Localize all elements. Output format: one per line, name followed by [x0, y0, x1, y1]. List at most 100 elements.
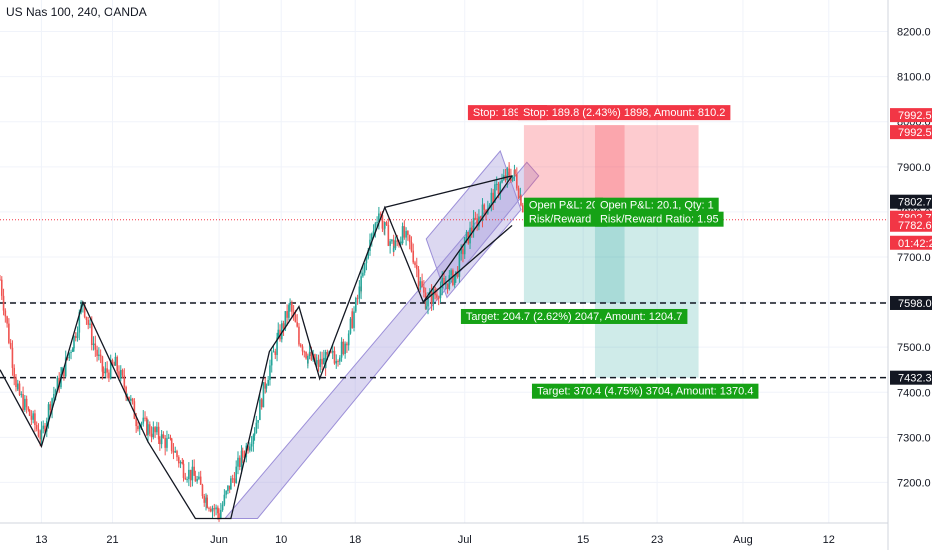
candle-body: [8, 323, 10, 343]
candle-body: [490, 192, 493, 196]
candle-body: [362, 272, 364, 277]
candle-body: [11, 347, 14, 368]
candle-body: [284, 311, 287, 329]
candle-body: [53, 393, 55, 399]
candle-body: [339, 357, 341, 362]
candle-body: [376, 221, 378, 224]
candle-body: [108, 372, 110, 379]
candle-body: [392, 239, 395, 252]
candle-body: [162, 434, 165, 439]
risk-reward-label: Risk/Reward R: [529, 214, 602, 226]
target-label-bg: [460, 308, 688, 324]
candle-body: [241, 450, 244, 457]
price-tag: [890, 295, 932, 310]
candle-body: [272, 351, 275, 353]
candle-body: [421, 281, 423, 287]
x-tick-label: 12: [823, 534, 835, 546]
candle-body: [387, 224, 390, 246]
candle-body: [385, 222, 388, 225]
candle-body: [16, 383, 19, 390]
candle-body: [184, 477, 187, 480]
candle-body: [358, 286, 361, 299]
candle-body: [282, 323, 285, 329]
candle-body: [485, 209, 487, 214]
candle-body: [9, 342, 12, 348]
candle-body: [391, 239, 393, 242]
candle-body: [365, 258, 368, 264]
risk-reward-label-bg: [523, 211, 608, 227]
candle-body: [63, 368, 65, 377]
candle-body: [156, 426, 158, 433]
candle-body: [474, 217, 477, 219]
candle-body: [152, 427, 155, 438]
candle-body: [28, 409, 31, 416]
candle-body: [237, 457, 239, 467]
candle-body: [64, 357, 67, 377]
candle-body: [349, 318, 352, 334]
candle-body: [228, 485, 231, 490]
candle-body: [27, 407, 30, 410]
candle-body: [521, 205, 524, 213]
candle-body: [324, 351, 327, 368]
candle-body: [501, 179, 503, 183]
candle-body: [15, 377, 17, 388]
candle-body: [298, 326, 300, 339]
candle-body: [201, 484, 204, 497]
candle-body: [209, 508, 212, 512]
candle-body: [448, 275, 451, 290]
candle-body: [370, 233, 373, 240]
candle-body: [446, 283, 449, 290]
price-tag-label: 7992.5: [898, 127, 932, 139]
candle-body: [270, 352, 273, 366]
candle-body: [292, 311, 295, 315]
candle-body: [70, 352, 72, 354]
y-tick-label: 8200.0: [897, 27, 931, 39]
candle-body: [407, 231, 409, 236]
candle-body: [230, 478, 232, 490]
candle-body: [410, 244, 413, 251]
candle-body: [408, 235, 411, 243]
candle-body: [308, 351, 311, 356]
y-tick-label: 7900.0: [897, 162, 931, 174]
candle-body: [146, 418, 148, 435]
candle-body: [344, 343, 346, 354]
candle-body: [198, 476, 200, 479]
candle-body: [363, 263, 366, 273]
candle-body: [423, 286, 425, 293]
candle-body: [56, 377, 59, 390]
candle-body: [39, 436, 42, 440]
candle-body: [247, 445, 249, 451]
y-tick-label: 7300.0: [897, 432, 931, 444]
x-tick-label: 23: [651, 534, 663, 546]
candle-body: [2, 295, 5, 311]
candle-body: [294, 314, 297, 323]
candle-body: [218, 513, 220, 519]
candle-body: [383, 228, 386, 230]
target-label: Target: 204.7 (2.62%) 2047, Amount: 1204…: [466, 311, 682, 323]
candle-body: [113, 364, 116, 366]
y-tick-label: 7400.0: [897, 387, 931, 399]
candle-body: [508, 168, 510, 176]
candle-body: [78, 312, 81, 333]
candle-body: [269, 365, 271, 380]
candle-body: [462, 248, 464, 255]
candle-body: [147, 424, 149, 435]
candle-body: [140, 423, 143, 425]
candle-body: [182, 463, 185, 478]
y-tick-label: 7700.0: [897, 252, 931, 264]
candle-body: [18, 383, 21, 395]
candle-body: [326, 351, 329, 355]
candle-body: [148, 424, 151, 434]
candle-body: [30, 415, 33, 420]
x-tick-label: Jul: [458, 534, 472, 546]
candle-body: [160, 434, 163, 445]
candle-body: [159, 439, 161, 445]
wedge-line: [422, 224, 513, 303]
candle-body: [189, 469, 192, 481]
candle-body: [227, 485, 229, 491]
candle-body: [354, 298, 357, 312]
candle-body: [205, 497, 207, 503]
candle-body: [276, 337, 278, 355]
